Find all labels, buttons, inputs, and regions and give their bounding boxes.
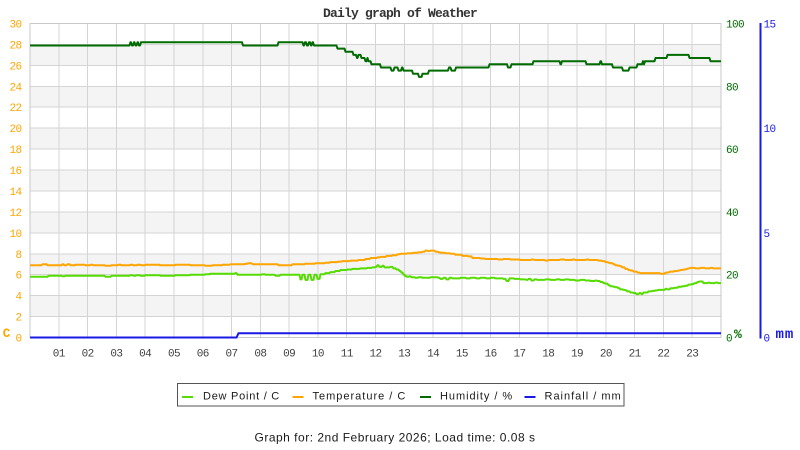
svg-text:20: 20 [600,349,612,361]
svg-text:11: 11 [341,349,354,361]
svg-text:17: 17 [513,349,525,361]
svg-text:Temperature / C: Temperature / C [313,391,407,403]
svg-text:24: 24 [9,82,22,94]
svg-text:26: 26 [9,61,21,73]
svg-text:21: 21 [629,349,642,361]
svg-text:%: % [734,327,742,342]
svg-text:14: 14 [9,187,22,199]
svg-text:18: 18 [9,145,21,157]
svg-text:6: 6 [15,271,21,283]
svg-text:05: 05 [168,349,180,361]
svg-text:Dew Point / C: Dew Point / C [203,391,280,403]
svg-text:10: 10 [312,349,324,361]
svg-text:80: 80 [726,82,738,94]
svg-text:0: 0 [15,334,21,346]
svg-text:06: 06 [197,349,209,361]
svg-text:23: 23 [686,349,698,361]
svg-text:10: 10 [764,124,776,136]
svg-text:12: 12 [369,349,381,361]
svg-text:C: C [3,327,11,341]
svg-text:Graph for: 2nd February 2026;: Graph for: 2nd February 2026; Load time:… [255,431,536,445]
svg-text:18: 18 [542,349,554,361]
svg-text:30: 30 [9,20,21,32]
svg-text:01: 01 [53,349,66,361]
svg-text:13: 13 [398,349,410,361]
svg-text:22: 22 [9,103,21,115]
svg-text:20: 20 [726,271,738,283]
svg-text:08: 08 [254,349,266,361]
svg-text:4: 4 [15,292,22,304]
svg-text:2: 2 [15,313,21,325]
svg-text:22: 22 [657,349,669,361]
svg-text:07: 07 [226,349,238,361]
svg-text:09: 09 [283,349,295,361]
svg-text:19: 19 [571,349,583,361]
svg-text:0: 0 [726,334,732,346]
svg-text:8: 8 [15,250,21,262]
svg-text:02: 02 [82,349,94,361]
svg-text:15: 15 [764,20,776,32]
svg-text:60: 60 [726,145,738,157]
svg-text:5: 5 [764,229,770,241]
svg-text:100: 100 [726,20,744,32]
svg-text:03: 03 [110,349,122,361]
svg-text:04: 04 [139,349,152,361]
svg-text:0: 0 [764,334,770,346]
svg-text:14: 14 [427,349,440,361]
svg-text:Daily graph of Weather: Daily graph of Weather [323,6,477,21]
svg-text:16: 16 [485,349,497,361]
svg-text:40: 40 [726,208,738,220]
svg-text:12: 12 [9,208,21,220]
svg-text:15: 15 [456,349,468,361]
svg-text:20: 20 [9,124,21,136]
svg-text:Humidity / %: Humidity / % [440,391,513,403]
svg-text:mm: mm [776,327,795,343]
svg-text:28: 28 [9,40,21,52]
svg-text:16: 16 [9,166,21,178]
svg-text:Rainfall / mm: Rainfall / mm [545,391,622,403]
svg-text:10: 10 [9,229,21,241]
